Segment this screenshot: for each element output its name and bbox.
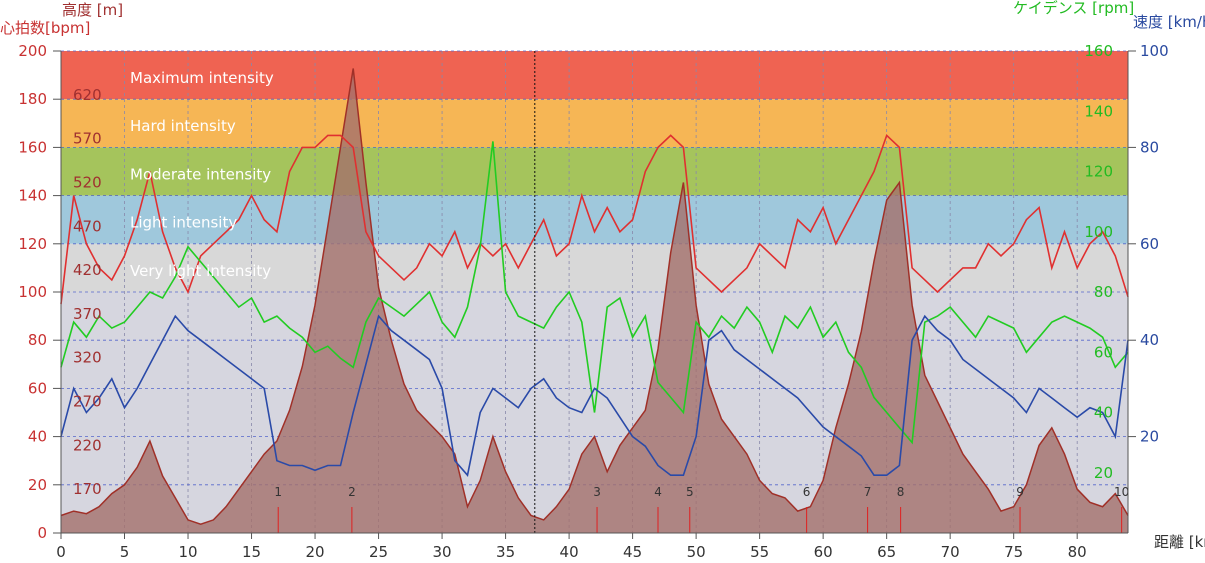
speed-tick-20: 20: [1140, 428, 1159, 446]
dist-tick-60: 60: [814, 543, 833, 561]
zone-label-3: Light intensity: [130, 214, 237, 232]
zone-labels: Maximum intensity Hard intensity Moderate …: [130, 69, 274, 280]
alt-tick-470: 470: [73, 217, 102, 235]
alt-tick-320: 320: [73, 349, 102, 367]
dist-tick-0: 0: [56, 543, 66, 561]
hr-tick-20: 20: [28, 476, 47, 494]
series-line-1: [60, 141, 1129, 445]
dist-tick-80: 80: [1068, 543, 1087, 561]
hr-tick-140: 140: [18, 187, 47, 205]
dist-tick-50: 50: [687, 543, 706, 561]
dist-tick-45: 45: [623, 543, 642, 561]
zone-label-4: Very light intensity: [130, 262, 271, 280]
alt-tick-370: 370: [73, 305, 102, 323]
speed-tick-40: 40: [1140, 331, 1159, 349]
cad-tick-80: 80: [1094, 283, 1113, 301]
hr-tick-160: 160: [18, 138, 47, 156]
altitude-area: [60, 68, 1129, 533]
hr-tick-200: 200: [18, 42, 47, 60]
alt-tick-270: 270: [73, 393, 102, 411]
cad-tick-100: 100: [1084, 223, 1113, 241]
zone-label-1: Hard intensity: [130, 117, 236, 135]
lap-markers: 1 2 3 4 5 6 7 8 9 10: [274, 51, 1129, 533]
speed-tick-100: 100: [1140, 42, 1169, 60]
dist-tick-15: 15: [242, 543, 261, 561]
dist-tick-20: 20: [306, 543, 325, 561]
hr-tick-0: 0: [37, 524, 47, 542]
dist-tick-70: 70: [941, 543, 960, 561]
lap-marker-label-1: 2: [348, 485, 356, 499]
dist-tick-25: 25: [369, 543, 388, 561]
dist-axis-title: 距離 [km]: [1154, 533, 1205, 551]
altitude-fill: [61, 68, 1128, 533]
alt-tick-220: 220: [73, 436, 102, 454]
lap-marker-label-7: 8: [897, 485, 905, 499]
lap-marker-label-3: 4: [654, 485, 662, 499]
alt-axis-title: 高度 [m]: [62, 1, 123, 19]
alt-tick-520: 520: [73, 173, 102, 191]
hr-tick-60: 60: [28, 379, 47, 397]
alt-tick-170: 170: [73, 480, 102, 498]
dist-tick-10: 10: [178, 543, 197, 561]
zone-label-0: Maximum intensity: [130, 69, 274, 87]
dist-tick-40: 40: [560, 543, 579, 561]
speed-axis-title: 速度 [km/h]: [1133, 13, 1205, 31]
series-line-0: [60, 133, 1129, 305]
cad-tick-140: 140: [1084, 102, 1113, 120]
alt-tick-570: 570: [73, 130, 102, 148]
alt-tick-620: 620: [73, 86, 102, 104]
lap-marker-label-2: 3: [593, 485, 601, 499]
series-line-2: [60, 314, 1129, 477]
series-lines: [60, 133, 1129, 477]
speed-tick-80: 80: [1140, 138, 1159, 156]
lap-marker-label-8: 9: [1016, 485, 1024, 499]
hr-tick-40: 40: [28, 428, 47, 446]
hr-tick-80: 80: [28, 331, 47, 349]
dist-tick-55: 55: [750, 543, 769, 561]
cad-tick-160: 160: [1084, 42, 1113, 60]
dist-tick-75: 75: [1004, 543, 1023, 561]
cad-axis-title: ケイデンス [rpm]: [1013, 0, 1134, 17]
hr-tick-120: 120: [18, 235, 47, 253]
cad-tick-20: 20: [1094, 464, 1113, 482]
cad-tick-40: 40: [1094, 404, 1113, 422]
alt-tick-420: 420: [73, 261, 102, 279]
dist-tick-35: 35: [496, 543, 515, 561]
altitude-line: [60, 68, 1129, 525]
lap-marker-label-5: 6: [803, 485, 811, 499]
lap-marker-label-9: 10: [1114, 485, 1129, 499]
hr-tick-180: 180: [18, 90, 47, 108]
dist-tick-65: 65: [877, 543, 896, 561]
lap-marker-label-4: 5: [686, 485, 694, 499]
hr-axis-title: 心拍数[bpm]: [0, 19, 90, 37]
dist-tick-5: 5: [120, 543, 130, 561]
hr-tick-100: 100: [18, 283, 47, 301]
zone-label-2: Moderate intensity: [130, 165, 271, 183]
cad-tick-120: 120: [1084, 163, 1113, 181]
lap-marker-label-0: 1: [274, 485, 282, 499]
cad-tick-60: 60: [1094, 343, 1113, 361]
lap-marker-label-6: 7: [864, 485, 872, 499]
dist-tick-30: 30: [433, 543, 452, 561]
speed-tick-60: 60: [1140, 235, 1159, 253]
